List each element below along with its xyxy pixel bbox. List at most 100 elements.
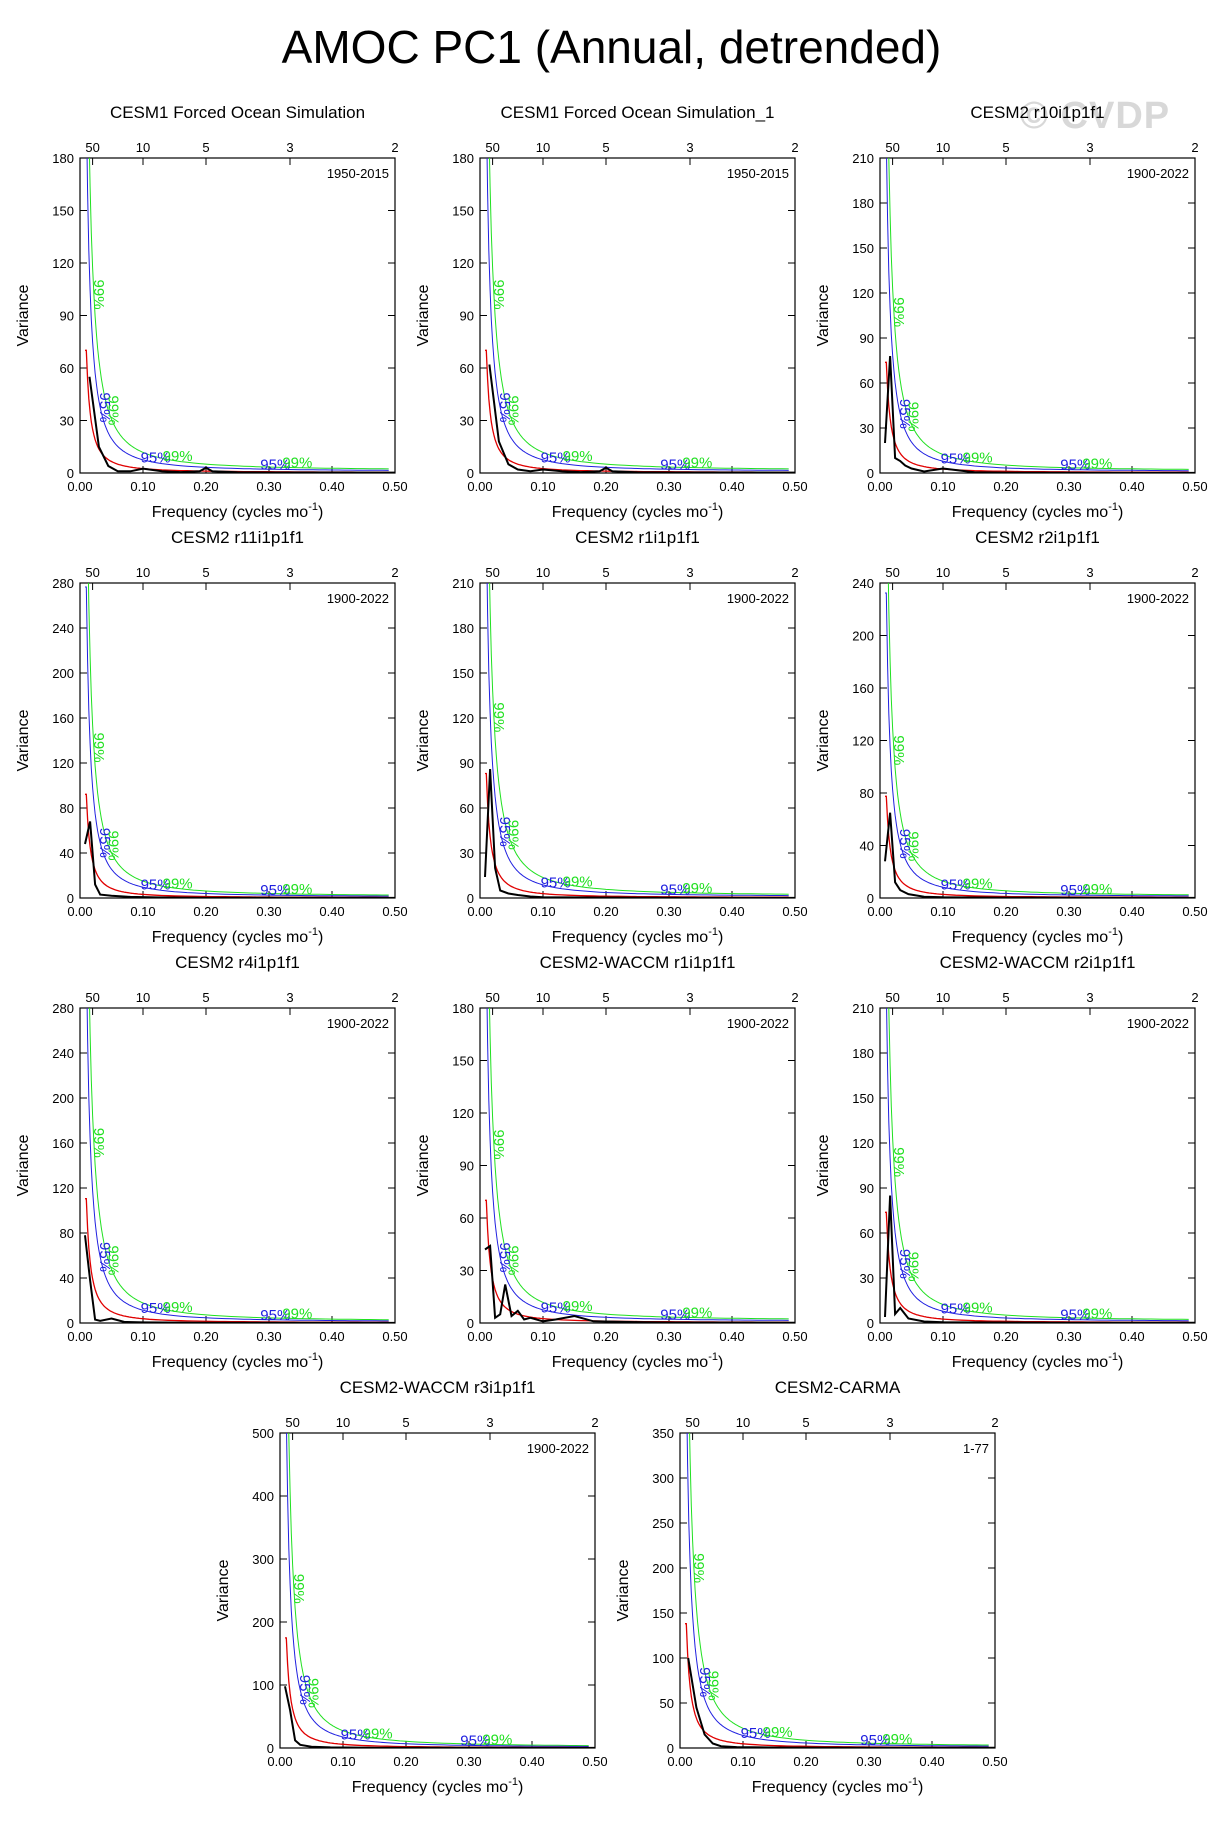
x-axis-label-paren: ) (1118, 1354, 1123, 1371)
conf99-line (288, 1433, 589, 1747)
x-tick-label: 0.40 (719, 479, 744, 494)
conf95-label: 95% (260, 1307, 290, 1324)
x-axis-label-superscript: -1 (1108, 501, 1118, 513)
y-axis-label: Variance (415, 709, 432, 771)
conf95-line (686, 1433, 989, 1747)
top-tick-label: 3 (686, 140, 693, 155)
top-tick-label: 5 (1002, 990, 1009, 1005)
top-tick-label: 2 (791, 140, 798, 155)
y-tick-label: 0 (467, 466, 474, 481)
x-tick-label: 0.30 (1056, 1329, 1081, 1344)
top-tick-label: 10 (536, 990, 550, 1005)
conf95-label: 95% (460, 1733, 490, 1750)
x-tick-label: 0.20 (193, 479, 218, 494)
x-axis-label-paren: ) (718, 1354, 723, 1371)
x-tick-label: 0.30 (1056, 479, 1081, 494)
y-tick-label: 0 (67, 1316, 74, 1331)
y-tick-label: 90 (60, 309, 74, 324)
conf95-line (486, 1008, 789, 1321)
top-tick-label: 50 (885, 565, 899, 580)
y-tick-label: 30 (860, 1271, 874, 1286)
curves (484, 1008, 795, 1323)
x-axis-label-superscript: -1 (308, 1351, 318, 1363)
top-tick-label: 2 (1191, 565, 1198, 580)
y-tick-label: 300 (652, 1471, 674, 1486)
y-tick-label: 100 (252, 1678, 274, 1693)
x-tick-label: 0.00 (67, 479, 92, 494)
conf95-label: 95% (96, 1242, 113, 1272)
plot-frame (679, 1432, 996, 1749)
spectrum-line (687, 1657, 995, 1748)
y-tick-label: 150 (452, 1054, 474, 1069)
x-tick-label: 0.20 (993, 1329, 1018, 1344)
conf95-line (286, 1433, 589, 1747)
y-axis-label: Variance (15, 1134, 32, 1196)
y-tick-label: 500 (252, 1426, 274, 1441)
top-tick-label: 3 (1086, 140, 1093, 155)
y-axis-label: Variance (615, 1559, 632, 1621)
y-tick-label: 200 (852, 629, 874, 644)
y-tick-label: 0 (867, 1316, 874, 1331)
top-tick-label: 10 (536, 565, 550, 580)
conf99-line (89, 158, 389, 470)
x-axis-label-paren: ) (518, 1779, 523, 1796)
period-label: 1900-2022 (1127, 591, 1189, 606)
y-tick-label: 180 (452, 151, 474, 166)
x-tick-label: 0.50 (782, 479, 807, 494)
x-axis-label-paren: ) (1118, 504, 1123, 521)
y-tick-label: 100 (652, 1651, 674, 1666)
y-tick-label: 200 (52, 1091, 74, 1106)
curves (284, 1433, 595, 1748)
y-tick-label: 240 (852, 576, 874, 591)
top-tick-label: 50 (685, 1415, 699, 1430)
y-tick-label: 0 (267, 1741, 274, 1756)
curves (685, 1433, 995, 1748)
top-tick-label: 5 (602, 990, 609, 1005)
y-tick-label: 0 (667, 1741, 674, 1756)
conf95-line (886, 1008, 1189, 1322)
x-axis-label: Frequency (cycles mo-1) (152, 501, 324, 521)
chart-title: CESM2-WACCM r1i1p1f1 (540, 953, 736, 972)
chart-title: CESM2-WACCM r3i1p1f1 (340, 1378, 536, 1397)
x-tick-label: 0.00 (867, 904, 892, 919)
conf95-line (486, 158, 789, 471)
spectrum-line (84, 1235, 395, 1323)
conf95-label: 95% (296, 1675, 313, 1705)
x-axis-label: Frequency (cycles mo-1) (952, 1351, 1124, 1371)
conf99-label: 99% (682, 880, 712, 897)
red-noise-line (485, 349, 789, 473)
top-tick-label: 10 (136, 565, 150, 580)
x-tick-label: 0.50 (1182, 479, 1207, 494)
top-tick-label: 2 (991, 1415, 998, 1430)
conf99-label: 99% (163, 875, 193, 892)
top-tick-label: 5 (602, 140, 609, 155)
red-noise-line (485, 772, 789, 898)
chart-panel-10: CESM2-WACCM r3i1p1f1 1900-2022 0 100 200 300 4… (215, 1378, 608, 1796)
conf95-label: 95% (96, 392, 113, 422)
x-tick-label: 0.20 (593, 1329, 618, 1344)
conf99-label: 99% (890, 735, 907, 765)
y-tick-label: 150 (852, 241, 874, 256)
plot-frame (479, 157, 796, 474)
x-tick-label: 0.10 (130, 479, 155, 494)
conf99-line (489, 583, 789, 895)
conf95-label: 95% (141, 450, 171, 467)
conf99-label: 99% (490, 702, 507, 732)
conf95-label: 95% (141, 877, 171, 894)
x-tick-label: 0.20 (593, 904, 618, 919)
chart-panel-9: CESM2-WACCM r2i1p1f1 1900-2022 0 30 60 90 120 1… (815, 953, 1208, 1371)
chart-panel-3: CESM2 r10i1p1f1 1900-2022 0 30 60 90 120 150 180… (815, 103, 1208, 521)
conf99-line (489, 1008, 789, 1320)
x-tick-label: 0.40 (1119, 479, 1144, 494)
x-axis-label-superscript: -1 (508, 1776, 518, 1788)
y-tick-label: 160 (852, 681, 874, 696)
x-tick-label: 0.10 (530, 479, 555, 494)
y-tick-label: 240 (52, 621, 74, 636)
y-axis-label: Variance (15, 284, 32, 346)
y-axis-label: Variance (815, 709, 832, 771)
watermark: © CVDP (1020, 95, 1171, 137)
top-tick-label: 50 (85, 565, 99, 580)
x-tick-label: 0.00 (667, 1754, 692, 1769)
conf99-label: 99% (890, 1147, 907, 1177)
